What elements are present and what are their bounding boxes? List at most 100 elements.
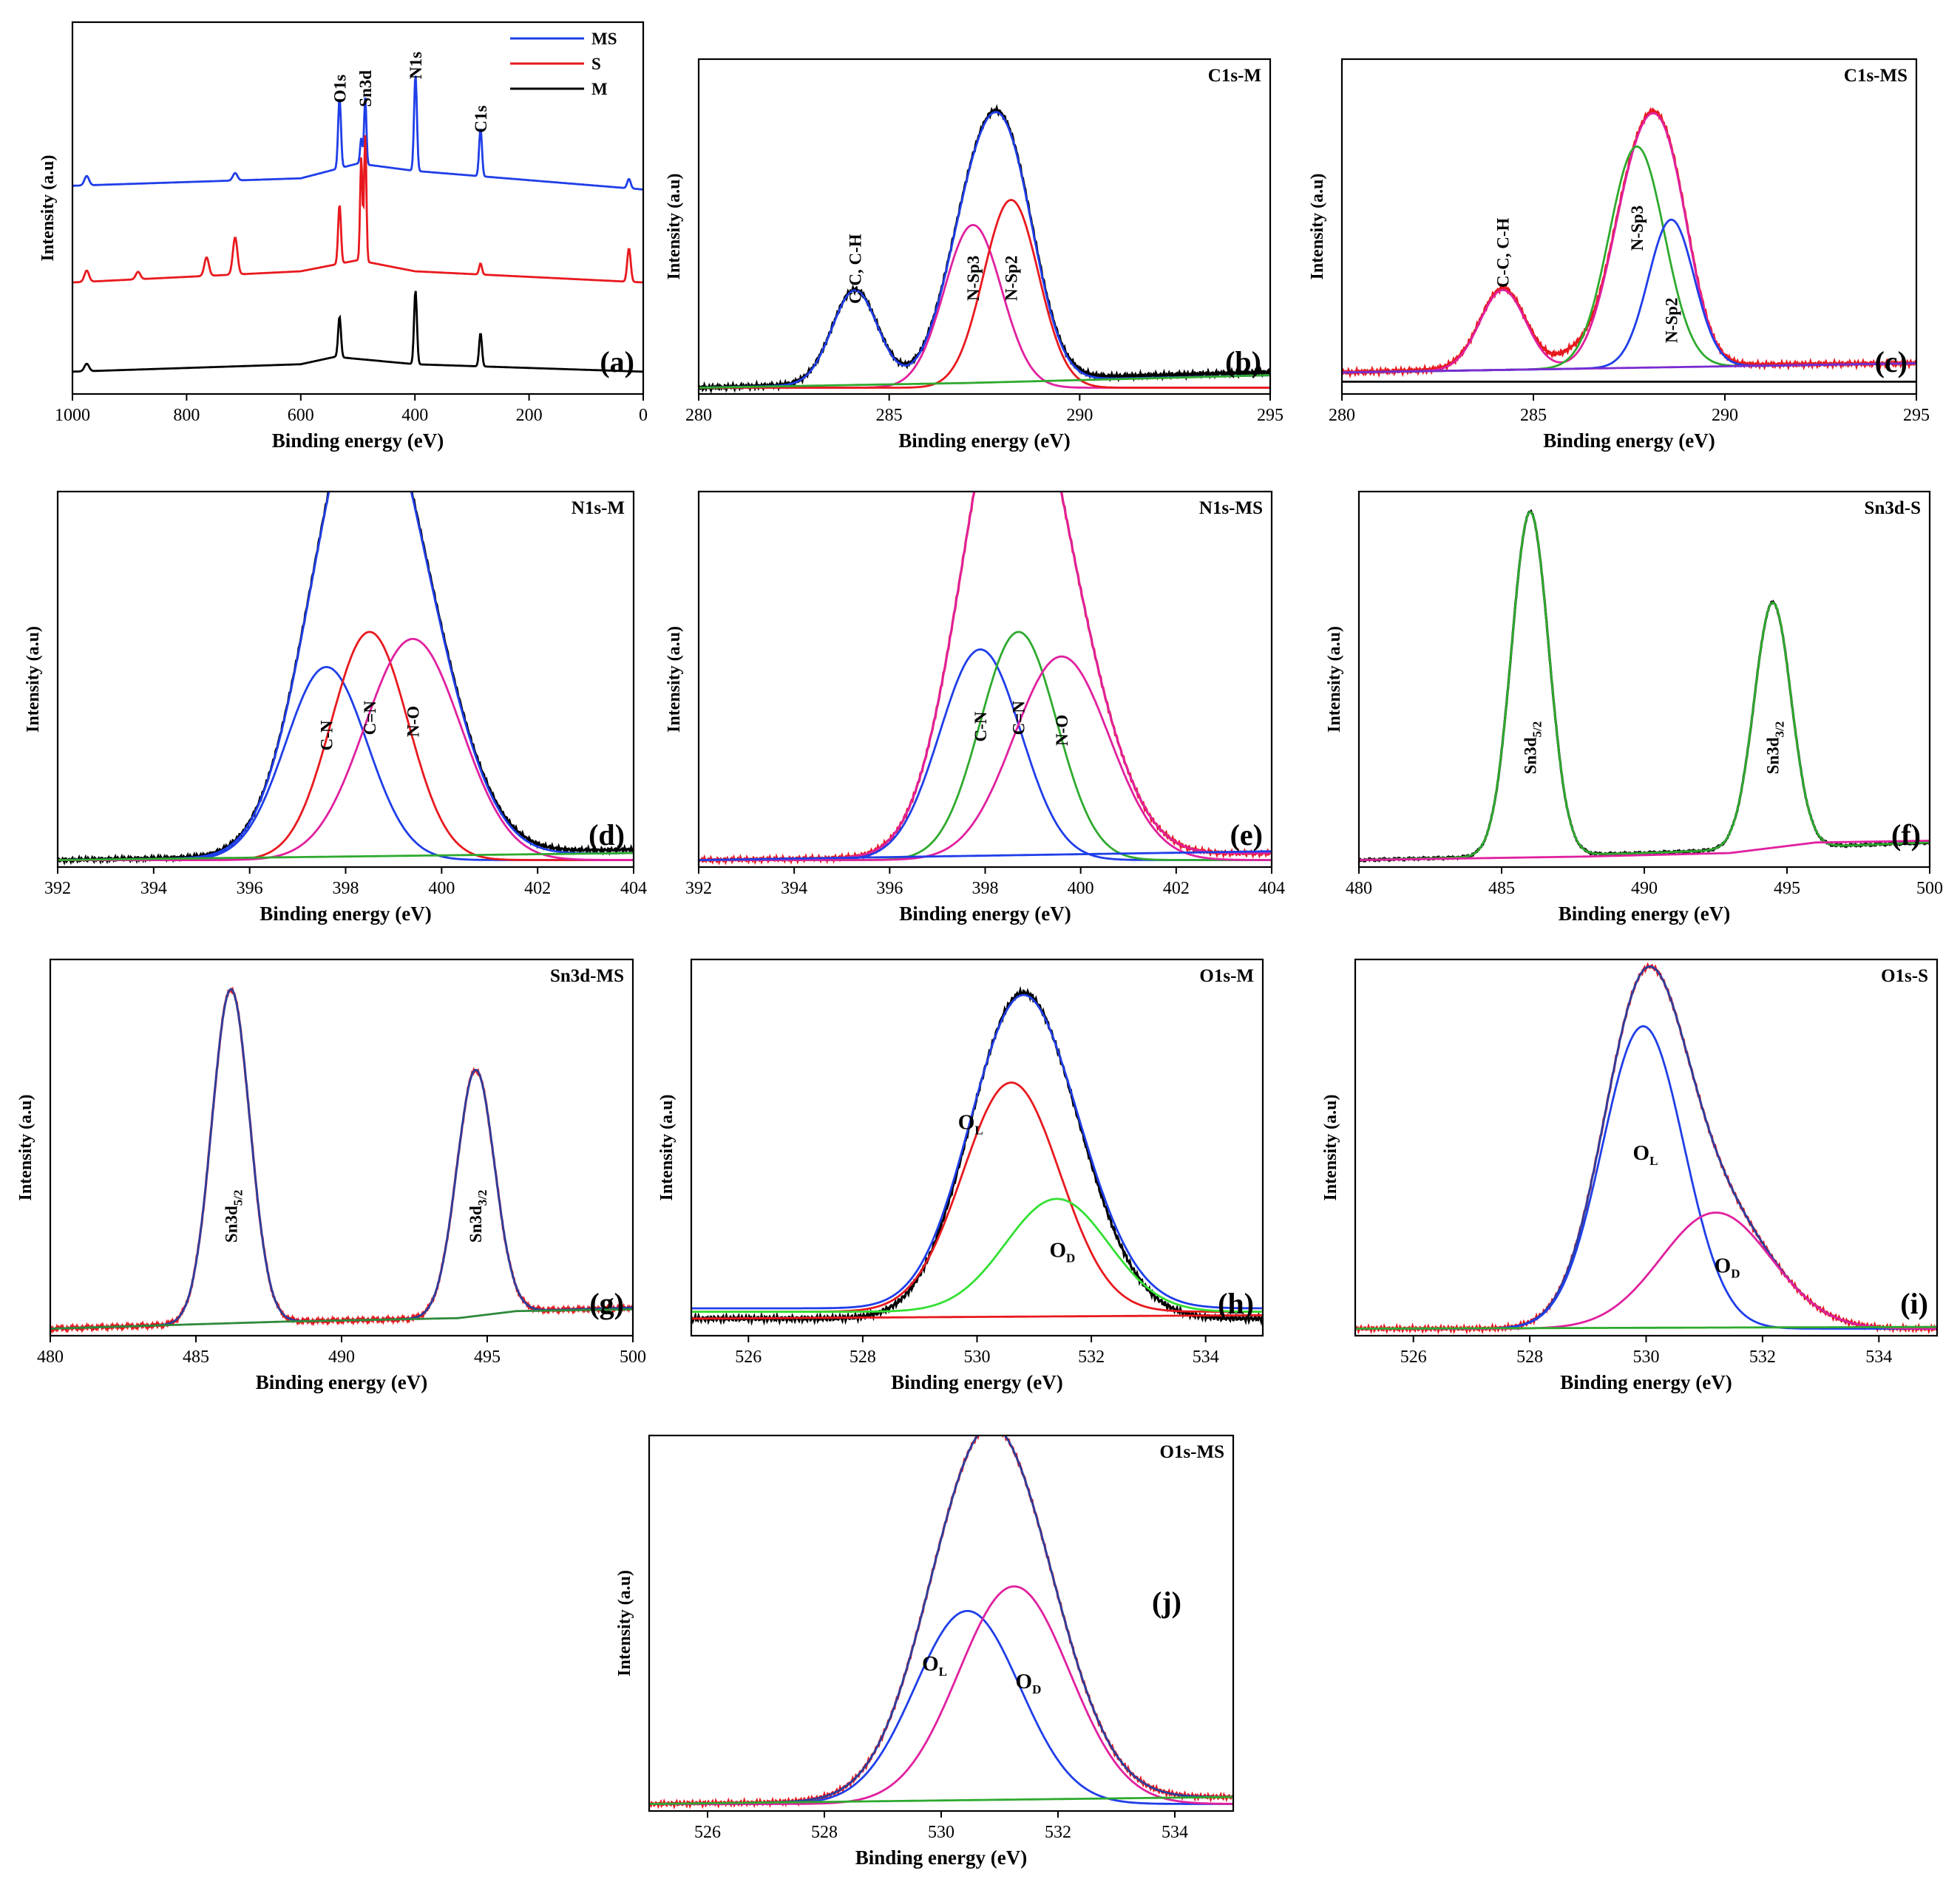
x-tick-label: 485 (183, 1348, 209, 1367)
plot-frame (71, 21, 645, 395)
x-axis-label: Binding energy (eV) (260, 903, 432, 925)
x-tick-label: 528 (850, 1348, 876, 1367)
plot-frame (1357, 490, 1931, 869)
x-tick-label: 290 (1712, 406, 1738, 425)
series-line-component (691, 1197, 1263, 1313)
x-tick-label: 402 (524, 879, 551, 898)
peak-label: C-N (318, 720, 336, 750)
series-group (649, 1435, 1233, 1810)
peak-label: N-Sp2 (1003, 256, 1021, 301)
x-tick-label: 398 (972, 879, 999, 898)
panel-title: C1s-MS (1844, 66, 1908, 86)
plot-frame (56, 490, 635, 869)
y-axis-label: Intensity (a.u) (38, 154, 58, 261)
panel-label: (b) (1225, 345, 1261, 378)
panel-title: O1s-MS (1160, 1442, 1225, 1462)
x-tick-label: 396 (876, 879, 903, 898)
series-line-envelope (691, 993, 1263, 1310)
panel-g: 480 485 490 495 500 Binding energy (eV) Intens… (16, 958, 646, 1393)
y-axis-label: Intensity (a.u) (16, 1094, 35, 1200)
panel-f: 480 485 490 495 500 Binding energy (eV) Intens… (1325, 490, 1943, 925)
series-line-data (649, 1435, 1233, 1810)
x-tick-label: 532 (1749, 1348, 1776, 1367)
x-tick-label: 532 (1078, 1348, 1105, 1367)
panel-d: 392 394 396 398 400 402 404 Binding energy (eV)… (24, 490, 647, 925)
series-group (691, 985, 1263, 1326)
panel-a: 1000 800 600 400 200 0 Binding energy (eV) Inte… (38, 21, 648, 452)
series-line-component (699, 655, 1272, 861)
peak-label: C=N (1010, 701, 1028, 735)
y-axis-label: Intensity (a.u) (1325, 626, 1344, 733)
series-line-component (58, 631, 634, 861)
series-line-envelope (699, 492, 1272, 861)
series-line-baseline (699, 374, 1270, 389)
panel-title: O1s-S (1881, 966, 1928, 986)
legend-entry: MS (591, 30, 617, 48)
series-line-envelope (649, 1435, 1233, 1805)
legend-entry: M (591, 80, 608, 98)
panel-title: O1s-M (1199, 966, 1254, 986)
peak-label: Sn3d (356, 70, 375, 107)
series-line-component (699, 631, 1272, 861)
x-tick-label: 394 (781, 879, 807, 898)
x-axis-label: Binding energy (eV) (256, 1371, 428, 1393)
panel-label: (f) (1891, 818, 1921, 852)
series-line-data (1359, 509, 1930, 863)
panel-label: (h) (1218, 1287, 1254, 1320)
x-tick-label: 400 (428, 879, 455, 898)
series-line-baseline (1359, 840, 1930, 861)
x-tick-label: 394 (140, 879, 167, 898)
x-tick-label: 0 (639, 406, 648, 425)
x-tick-label: 600 (288, 406, 314, 425)
x-tick-label: 392 (44, 879, 71, 898)
series-line-envelope (58, 492, 634, 861)
x-tick-label: 500 (620, 1348, 646, 1367)
x-tick-label: 400 (401, 406, 428, 425)
peak-label: O1s (330, 75, 349, 103)
plot-frame (1340, 58, 1918, 395)
series-line-component (699, 648, 1272, 861)
panel-label: (e) (1230, 818, 1263, 852)
series-line-S (72, 135, 643, 284)
peak-label: N-Sp3 (1628, 205, 1647, 251)
x-tick-label: 280 (1329, 406, 1355, 425)
series-line-component (58, 666, 634, 861)
x-tick-label: 526 (735, 1348, 762, 1367)
series-line-baseline (699, 850, 1272, 861)
peak-label: N-O (404, 706, 422, 737)
series-group (699, 103, 1270, 394)
x-tick-label: 404 (620, 879, 647, 898)
plot-frame (697, 490, 1273, 869)
panel-j: 526 528 530 532 534 Binding energy (eV) Intens… (615, 1434, 1235, 1869)
series-line-component (649, 1585, 1233, 1805)
x-tick-label: 530 (964, 1348, 991, 1367)
peak-label: N-O (1053, 715, 1071, 746)
x-tick-label: 1000 (55, 406, 90, 425)
series-line-baseline (649, 1795, 1233, 1805)
y-axis-label: Intensity (a.u) (615, 1570, 634, 1676)
series-group (699, 492, 1272, 866)
x-tick-label: 285 (876, 406, 903, 425)
x-axis-label: Binding energy (eV) (1559, 903, 1731, 925)
x-tick-label: 528 (1516, 1348, 1543, 1367)
peak-label: OD (1049, 1239, 1075, 1265)
panel-title: Sn3d-S (1865, 498, 1921, 518)
panel-title: N1s-MS (1199, 498, 1263, 518)
x-tick-label: 530 (928, 1823, 954, 1842)
series-group (1359, 509, 1930, 863)
series-line-envelope (50, 988, 633, 1330)
series-line-data (699, 103, 1270, 394)
panel-label: (i) (1900, 1287, 1928, 1320)
series-line-component (58, 638, 634, 861)
x-tick-label: 400 (1068, 879, 1094, 898)
series-group (1355, 962, 1937, 1335)
series-line-baseline (58, 852, 634, 861)
series-group (50, 986, 633, 1334)
x-tick-label: 526 (1400, 1348, 1427, 1367)
x-tick-label: 490 (1631, 879, 1658, 898)
series-line-data (50, 986, 633, 1334)
series-line-component (1355, 1025, 1937, 1330)
panel-label: (j) (1152, 1586, 1181, 1619)
x-tick-label: 800 (173, 406, 200, 425)
